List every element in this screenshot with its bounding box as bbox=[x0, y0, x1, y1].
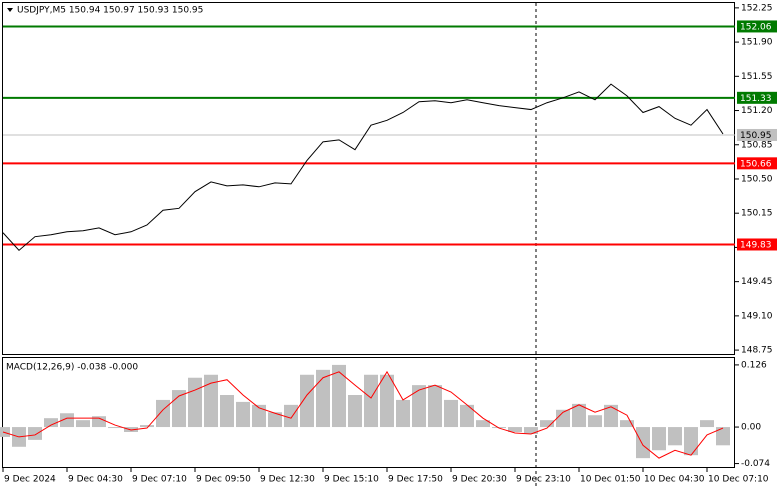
macd-bar bbox=[188, 377, 202, 428]
x-tick-label: 9 Dec 09:50 bbox=[196, 475, 251, 485]
y-tick-label: 150.50 bbox=[741, 174, 773, 184]
last-price-label: 150.95 bbox=[740, 131, 772, 141]
y-tick-label: 148.75 bbox=[741, 346, 773, 356]
macd-bar bbox=[76, 420, 90, 428]
macd-bar bbox=[412, 385, 426, 428]
x-tick-label: 9 Dec 15:10 bbox=[324, 475, 379, 485]
macd-bar bbox=[524, 427, 538, 434]
macd-bar bbox=[716, 427, 730, 446]
macd-bar bbox=[572, 403, 586, 428]
x-tick-label: 9 Dec 12:30 bbox=[260, 475, 315, 485]
macd-bar bbox=[684, 427, 698, 456]
macd-bar bbox=[652, 427, 666, 451]
x-tick-label: 9 Dec 23:10 bbox=[516, 475, 571, 485]
macd-bar bbox=[556, 409, 570, 428]
macd-bar bbox=[332, 364, 346, 428]
level-label: 152.06 bbox=[740, 22, 772, 32]
y-tick-label: -0.074 bbox=[741, 459, 770, 469]
y-tick-label: 152.25 bbox=[741, 3, 773, 13]
macd-bar bbox=[604, 404, 618, 428]
macd-bar bbox=[444, 399, 458, 428]
macd-bar bbox=[0, 427, 10, 437]
macd-bar bbox=[476, 420, 490, 428]
macd-bar bbox=[140, 425, 154, 428]
y-tick-label: 151.55 bbox=[741, 72, 773, 82]
macd-bar bbox=[60, 413, 74, 428]
macd-bar bbox=[540, 420, 554, 428]
macd-bar bbox=[428, 385, 442, 428]
x-tick-label: 9 Dec 20:30 bbox=[452, 475, 507, 485]
x-tick-label: 9 Dec 04:30 bbox=[68, 475, 123, 485]
level-label: 150.66 bbox=[740, 159, 772, 169]
y-tick-label: 149.10 bbox=[741, 311, 773, 321]
x-tick-label: 10 Dec 01:50 bbox=[580, 475, 641, 485]
macd-bar bbox=[236, 401, 250, 428]
macd-bar bbox=[92, 416, 106, 428]
macd-bar bbox=[668, 427, 682, 446]
level-box bbox=[737, 20, 777, 33]
level-label: 151.33 bbox=[740, 94, 772, 104]
x-tick-label: 9 Dec 2024 bbox=[4, 475, 56, 485]
macd-bar bbox=[316, 369, 330, 428]
level-label: 149.83 bbox=[740, 240, 772, 250]
macd-bar bbox=[620, 420, 634, 428]
macd-bar bbox=[364, 374, 378, 428]
y-tick-label: 0.00 bbox=[741, 423, 761, 433]
macd-bar bbox=[28, 427, 42, 440]
y-tick-label: 150.15 bbox=[741, 209, 773, 219]
x-tick-label: 9 Dec 07:10 bbox=[132, 475, 187, 485]
macd-bar bbox=[268, 412, 282, 428]
macd-bar bbox=[204, 374, 218, 428]
level-box bbox=[737, 157, 777, 170]
macd-bar bbox=[220, 394, 234, 428]
y-tick-label: 151.20 bbox=[741, 106, 773, 116]
macd-bar bbox=[348, 394, 362, 428]
y-tick-label: 0.126 bbox=[741, 360, 767, 370]
price-line bbox=[2, 83, 724, 252]
x-tick-label: 10 Dec 04:30 bbox=[644, 475, 705, 485]
y-tick-label: 149.45 bbox=[741, 277, 773, 287]
y-tick-label: 151.90 bbox=[741, 38, 773, 48]
price-panel-frame bbox=[2, 2, 735, 355]
macd-bar bbox=[508, 427, 522, 432]
macd-bar bbox=[300, 374, 314, 428]
macd-bar bbox=[380, 374, 394, 428]
macd-bar bbox=[284, 404, 298, 428]
macd-bar bbox=[156, 399, 170, 428]
macd-title: MACD(12,26,9) -0.038 -0.000 bbox=[6, 363, 138, 373]
y-tick-label: 150.85 bbox=[741, 140, 773, 150]
macd-bar bbox=[108, 427, 122, 429]
level-box bbox=[737, 238, 777, 251]
macd-bar bbox=[396, 399, 410, 428]
macd-bar bbox=[636, 427, 650, 459]
price-title: USDJPY,M5 150.94 150.97 150.93 150.95 bbox=[17, 6, 203, 16]
signal-line bbox=[2, 370, 724, 459]
macd-bar bbox=[460, 404, 474, 428]
macd-bar bbox=[700, 420, 714, 428]
menu-arrow bbox=[7, 8, 13, 12]
macd-panel-frame bbox=[2, 357, 735, 468]
macd-bar bbox=[44, 418, 58, 428]
level-box bbox=[737, 91, 777, 104]
macd-bar bbox=[252, 404, 266, 428]
x-tick-label: 9 Dec 17:50 bbox=[388, 475, 443, 485]
last-price-box bbox=[737, 128, 777, 141]
macd-bar bbox=[588, 415, 602, 428]
x-tick-label: 10 Dec 07:10 bbox=[708, 475, 769, 485]
